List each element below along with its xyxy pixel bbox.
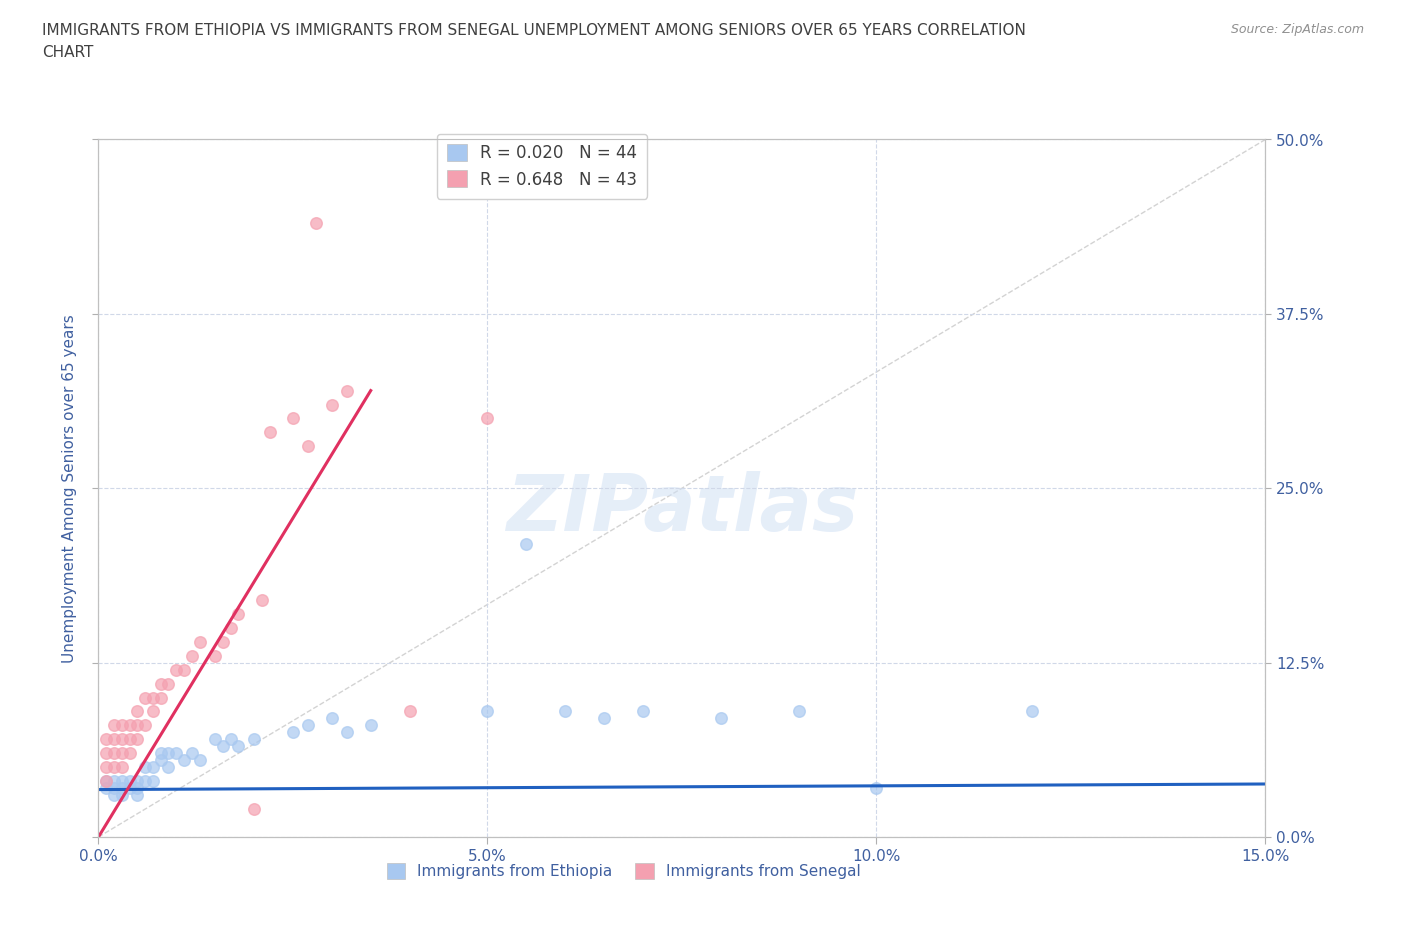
Point (243, 802, 266, 817)
Point (593, 711, 616, 725)
Point (111, 732, 134, 747)
Point (243, 732, 266, 747)
Point (336, 725, 359, 740)
Point (96, 781, 118, 796)
Point (111, 718, 134, 733)
Text: CHART: CHART (42, 45, 94, 60)
Point (787, 704, 810, 719)
Point (157, 760, 180, 775)
Point (398, 704, 420, 719)
Point (127, 781, 149, 796)
Legend: Immigrants from Ethiopia, Immigrants from Senegal: Immigrants from Ethiopia, Immigrants fro… (381, 857, 866, 885)
Point (321, 711, 343, 725)
Point (165, 746, 187, 761)
Y-axis label: Unemployment Among Seniors over 65 years: Unemployment Among Seniors over 65 years (62, 314, 77, 662)
Point (103, 774, 125, 789)
Point (212, 634, 235, 649)
Point (118, 718, 141, 733)
Point (142, 690, 165, 705)
Point (118, 746, 141, 761)
Point (297, 439, 319, 454)
Point (157, 746, 180, 761)
Point (305, 216, 328, 231)
Point (142, 774, 165, 789)
Point (297, 718, 319, 733)
Point (321, 397, 343, 412)
Point (111, 774, 134, 789)
Point (157, 676, 180, 691)
Point (111, 760, 134, 775)
Point (259, 425, 281, 440)
Point (127, 788, 149, 803)
Point (631, 704, 654, 719)
Point (865, 781, 887, 796)
Point (103, 760, 125, 775)
Point (180, 746, 202, 761)
Point (96, 774, 118, 789)
Text: ZIPatlas: ZIPatlas (506, 472, 858, 547)
Point (204, 648, 226, 663)
Point (336, 383, 359, 398)
Point (710, 711, 733, 725)
Point (111, 788, 134, 803)
Point (149, 746, 172, 761)
Point (134, 774, 156, 789)
Point (554, 704, 576, 719)
Point (204, 732, 226, 747)
Point (134, 760, 156, 775)
Point (127, 774, 149, 789)
Point (142, 760, 165, 775)
Point (103, 788, 125, 803)
Point (515, 537, 537, 551)
Point (149, 753, 172, 768)
Point (111, 781, 134, 796)
Point (281, 725, 304, 740)
Point (127, 732, 149, 747)
Point (111, 746, 134, 761)
Point (477, 704, 499, 719)
Text: IMMIGRANTS FROM ETHIOPIA VS IMMIGRANTS FROM SENEGAL UNEMPLOYMENT AMONG SENIORS O: IMMIGRANTS FROM ETHIOPIA VS IMMIGRANTS F… (42, 23, 1026, 38)
Point (118, 732, 141, 747)
Point (1021, 704, 1043, 719)
Point (103, 781, 125, 796)
Point (219, 620, 242, 635)
Point (219, 732, 242, 747)
Point (477, 411, 499, 426)
Point (96, 732, 118, 747)
Point (228, 606, 250, 621)
Point (96, 746, 118, 761)
Point (149, 690, 172, 705)
Point (250, 592, 273, 607)
Point (173, 753, 195, 768)
Point (212, 738, 235, 753)
Point (142, 704, 165, 719)
Text: Source: ZipAtlas.com: Source: ZipAtlas.com (1230, 23, 1364, 36)
Point (127, 704, 149, 719)
Point (134, 690, 156, 705)
Point (96, 760, 118, 775)
Point (134, 718, 156, 733)
Point (103, 746, 125, 761)
Point (173, 662, 195, 677)
Point (281, 411, 304, 426)
Point (103, 718, 125, 733)
Point (127, 718, 149, 733)
Point (149, 676, 172, 691)
Point (118, 774, 141, 789)
Point (188, 753, 211, 768)
Point (165, 662, 187, 677)
Point (228, 738, 250, 753)
Point (188, 634, 211, 649)
Point (103, 732, 125, 747)
Point (180, 648, 202, 663)
Point (118, 781, 141, 796)
Point (96, 774, 118, 789)
Point (360, 718, 382, 733)
